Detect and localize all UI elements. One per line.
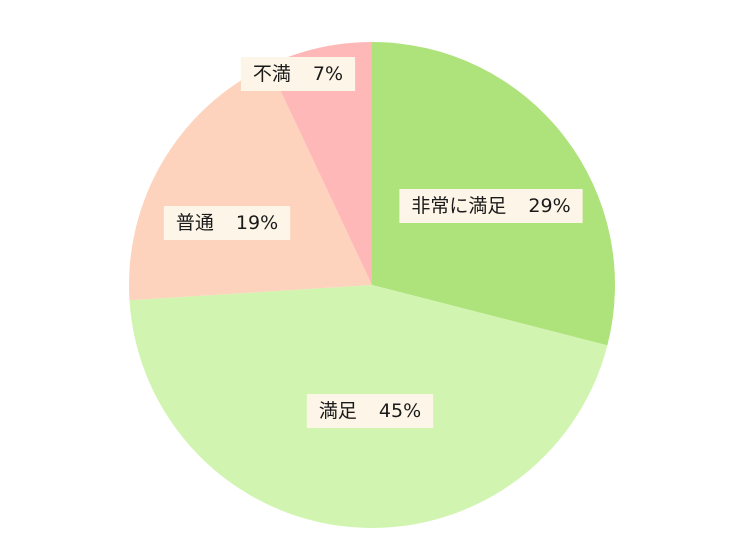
slice-label-box	[163, 206, 291, 240]
slice-category-label: 普通	[176, 212, 214, 234]
slice-label-1: 満足 45%	[306, 394, 434, 428]
slice-category-label: 不満	[253, 63, 291, 85]
slice-label-0: 非常に満足 29%	[399, 189, 583, 223]
slice-label-2: 普通 19%	[163, 206, 291, 240]
pie-slice-2	[129, 65, 372, 301]
slice-category-label: 非常に満足	[411, 195, 506, 217]
slice-value-label: 45%	[379, 400, 421, 422]
slice-label-box	[306, 394, 434, 428]
slice-value-label: 19%	[236, 212, 278, 234]
slice-label-box	[399, 189, 583, 223]
slice-category-label: 満足	[319, 400, 357, 422]
slice-label-box	[240, 57, 356, 91]
slice-value-label: 7%	[313, 63, 343, 85]
svg-text:不満7%: 不満 7%	[253, 63, 343, 85]
pie-slices	[129, 42, 616, 529]
slice-value-label: 29%	[528, 195, 570, 217]
slice-label-3: 不満 7%	[240, 57, 356, 91]
pie-slice-3	[268, 42, 372, 285]
pie-labels: 非常に満足 29% 満足 45% 普通 19% 不満 7%	[163, 57, 583, 428]
